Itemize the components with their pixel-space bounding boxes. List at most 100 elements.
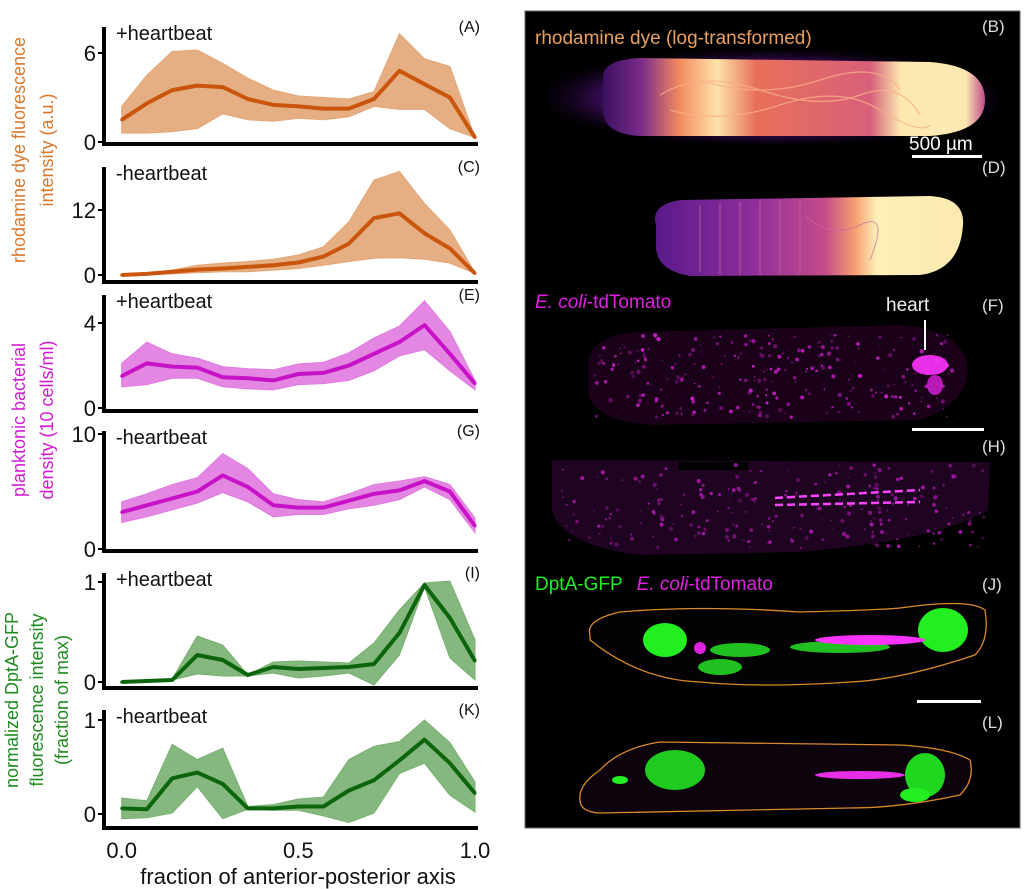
speckle (831, 406, 834, 409)
speckle (597, 361, 601, 365)
speckle (846, 484, 850, 489)
speckle (680, 504, 682, 506)
speckle (818, 340, 821, 344)
speckle (632, 374, 635, 378)
speckle (932, 542, 936, 545)
speckle (884, 394, 889, 399)
speckle (768, 540, 772, 544)
speckle (643, 358, 648, 362)
speckle (717, 492, 722, 497)
speckle (891, 414, 896, 419)
speckle (794, 491, 798, 495)
speckle (717, 391, 721, 395)
speckle (614, 542, 619, 547)
speckle (703, 408, 707, 412)
y-tick-label: 12 (72, 198, 96, 223)
speckle (568, 539, 571, 542)
speckle (679, 378, 684, 382)
ylabel-rhodamine: rhodamine dye fluorescence intensity (a.… (9, 37, 57, 263)
speckle (733, 354, 736, 357)
y-tick-label: 0 (84, 802, 96, 827)
data-point (221, 473, 225, 477)
speckle (744, 379, 748, 383)
speckle (766, 368, 768, 371)
speckle (680, 515, 684, 518)
speckle (969, 543, 972, 547)
speckle (815, 508, 818, 510)
speckle (736, 405, 740, 410)
speckle (878, 335, 882, 339)
speckle (936, 397, 938, 399)
speckle (847, 476, 850, 478)
speckle (659, 473, 663, 477)
speckle (691, 413, 695, 417)
speckle (744, 378, 747, 381)
speckle (962, 513, 965, 516)
ylabel-rhodamine-line1: rhodamine dye fluorescence (9, 37, 29, 263)
speckle (835, 357, 840, 362)
speckle (772, 391, 777, 396)
speckle (664, 467, 668, 471)
confidence-band (121, 299, 476, 391)
condition-label: +heartbeat (116, 23, 213, 45)
speckle (878, 345, 881, 348)
speckle (727, 539, 730, 542)
speckle (891, 502, 895, 505)
panel-label-F: (F) (982, 296, 1004, 315)
speckle (768, 342, 771, 345)
speckle (800, 513, 804, 518)
speckle (951, 517, 954, 519)
data-point (321, 255, 325, 259)
speckle (688, 352, 692, 357)
speckle (646, 381, 650, 385)
speckle (817, 346, 819, 348)
speckle (654, 397, 659, 401)
speckle (863, 472, 868, 477)
speckle (676, 375, 681, 380)
larva-image-rhodamine-no-heartbeat (655, 196, 964, 276)
speckle (901, 375, 906, 379)
data-point (271, 806, 275, 810)
speckle (765, 394, 768, 397)
speckle (817, 354, 821, 358)
speckle (751, 403, 755, 406)
speckle (600, 524, 605, 529)
data-point (422, 738, 426, 742)
speckle (705, 519, 709, 523)
speckle (814, 482, 818, 486)
speckle (899, 476, 903, 480)
speckle (868, 484, 871, 488)
speckle (914, 372, 917, 375)
speckle (807, 392, 811, 396)
speckle (815, 369, 818, 373)
speckle (660, 404, 664, 408)
speckle (640, 474, 645, 479)
speckle (799, 527, 802, 530)
speckle (794, 381, 797, 383)
heart-bacteria-cluster (912, 355, 948, 375)
speckle (863, 528, 866, 531)
dpta-label: DptA-GFP (535, 574, 623, 595)
speckle (874, 391, 877, 394)
speckle (691, 399, 696, 404)
speckle (757, 378, 762, 383)
speckle (731, 488, 736, 492)
speckle (860, 508, 863, 511)
data-point (246, 265, 250, 269)
speckle (753, 480, 757, 485)
panel-label-L: (L) (982, 713, 1003, 732)
speckle (813, 366, 816, 368)
data-point (347, 665, 351, 669)
speckle (804, 388, 808, 392)
speckle (638, 393, 643, 398)
speckle (852, 387, 855, 390)
speckle (719, 406, 723, 410)
speckle (937, 494, 940, 497)
speckle (893, 496, 898, 501)
speckle (751, 364, 755, 368)
data-point (448, 490, 452, 493)
data-point (195, 771, 199, 775)
data-point (195, 653, 199, 657)
speckle (758, 413, 763, 418)
